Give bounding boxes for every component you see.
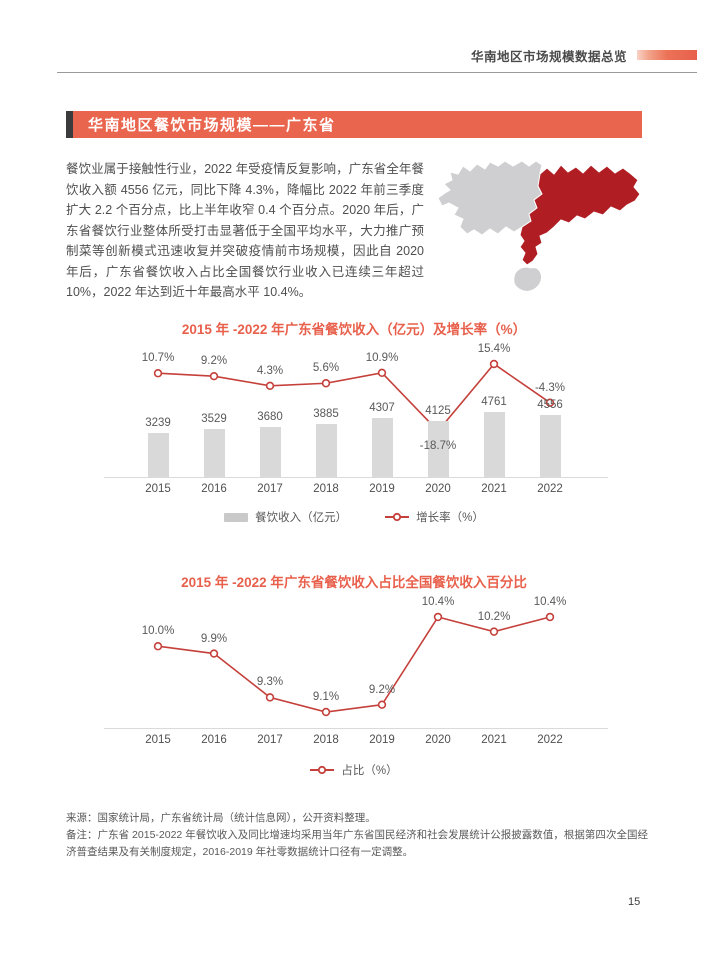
x-tick-2021: 2021 xyxy=(481,483,507,495)
bar-2018 xyxy=(315,423,337,477)
chart1-title: 2015 年 -2022 年广东省餐饮收入（亿元）及增长率（%） xyxy=(181,322,527,337)
section-title: 华南地区餐饮市场规模——广东省 xyxy=(88,117,336,134)
growth-point-label: 9.2% xyxy=(200,355,228,368)
x-tick-2016: 2016 xyxy=(201,483,227,495)
bar-2022 xyxy=(539,414,561,477)
growth-line-marker xyxy=(489,359,499,369)
source-note: 来源：国家统计局，广东省统计局（统计信息网），公开资料整理。 xyxy=(66,812,376,824)
share-line-marker xyxy=(209,649,219,658)
bar-value-label: 4307 xyxy=(369,402,395,415)
growth-point-label: 5.6% xyxy=(312,362,340,375)
growth-line-marker xyxy=(153,369,163,378)
legend-item-growth: 增长率（%） xyxy=(385,509,484,525)
x-tick-2020: 2020 xyxy=(425,734,451,746)
page-number: 15 xyxy=(628,896,641,908)
bar-2019 xyxy=(371,418,393,477)
line-marker-icon xyxy=(310,765,335,775)
section-banner: 华南地区餐饮市场规模——广东省 xyxy=(66,111,642,138)
bar-2021 xyxy=(483,412,505,477)
growth-point-label: 4.3% xyxy=(256,364,284,377)
hainan-shape xyxy=(513,266,542,292)
x-tick-2022: 2022 xyxy=(537,483,563,495)
growth-point-label: -4.3% xyxy=(534,381,566,394)
x-tick-2021: 2021 xyxy=(481,734,507,746)
legend-item-revenue: 餐饮收入（亿元） xyxy=(224,509,347,525)
page-header: 华南地区市场规模数据总览 xyxy=(57,46,697,64)
header-divider xyxy=(57,72,697,73)
chart2-share-line xyxy=(153,612,555,717)
share-point-label: 9.3% xyxy=(256,676,284,689)
chart2-plot-area: 10.0% 9.9% 9.3% 9.1% 9.2% 10.4% 10.2% 10.4% 2015… xyxy=(90,596,610,750)
x-tick-2020: 2020 xyxy=(425,483,451,495)
header-accent-bar xyxy=(637,50,697,60)
x-tick-2017: 2017 xyxy=(257,483,283,495)
x-tick-2018: 2018 xyxy=(313,734,339,746)
share-line-marker xyxy=(377,700,387,709)
line-marker-icon xyxy=(385,512,410,522)
bar-value-label: 4125 xyxy=(425,404,451,417)
growth-point-label: -18.7% xyxy=(419,440,457,452)
x-tick-2022: 2022 xyxy=(537,734,563,746)
growth-point-label: 15.4% xyxy=(477,343,511,355)
bar-value-label: 3680 xyxy=(257,410,283,423)
intro-paragraph: 餐饮业属于接触性行业，2022 年受疫情反复影响，广东省全年餐饮收入额 4556… xyxy=(66,162,424,299)
bar-2016 xyxy=(203,428,225,477)
x-tick-2017: 2017 xyxy=(257,734,283,746)
growth-point-label: 10.9% xyxy=(365,351,399,364)
bar-value-label: 3239 xyxy=(145,416,171,429)
bar-2020 xyxy=(427,420,449,477)
share-line-marker xyxy=(153,642,163,651)
growth-line-marker xyxy=(545,398,555,407)
header-title: 华南地区市场规模数据总览 xyxy=(470,49,627,64)
x-tick-2016: 2016 xyxy=(201,734,227,746)
chart2-x-axis xyxy=(104,728,608,729)
bar-swatch-icon xyxy=(224,512,249,522)
chart1-x-axis xyxy=(104,477,608,478)
x-tick-2019: 2019 xyxy=(369,734,395,746)
chart1-plot-area: 3239 3529 3680 3885 4307 4125 4761 4556 10.7% 9.2… xyxy=(90,343,610,500)
x-tick-2019: 2019 xyxy=(369,483,395,495)
guangdong-shape xyxy=(519,164,641,266)
bar-value-label: 4556 xyxy=(537,398,563,411)
growth-line-marker xyxy=(209,371,219,381)
chart2-legend: 占比（%） xyxy=(66,762,642,778)
south-china-map xyxy=(437,160,641,292)
bar-value-label: 3885 xyxy=(313,407,339,420)
growth-point-label: 10.7% xyxy=(141,352,175,365)
legend-label-share: 占比（%） xyxy=(341,765,398,777)
growth-line-marker xyxy=(377,368,387,378)
chart2-title: 2015 年 -2022 年广东省餐饮收入占比全国餐饮收入百分比 xyxy=(181,575,527,590)
share-point-label: 10.2% xyxy=(477,610,511,623)
bar-value-label: 3529 xyxy=(201,412,227,425)
remark-note: 备注：广东省 2015-2022 年餐饮收入及同比增速均采用当年广东省国民经济和… xyxy=(66,829,648,858)
legend-label-revenue: 餐饮收入（亿元） xyxy=(255,512,348,524)
growth-line-path xyxy=(157,362,551,433)
x-tick-2015: 2015 xyxy=(145,734,171,746)
footer-notes: 来源：国家统计局，广东省统计局（统计信息网），公开资料整理。 备注：广东省 20… xyxy=(66,810,648,861)
share-point-label: 9.9% xyxy=(200,632,228,645)
banner-accent-block xyxy=(66,111,73,138)
share-line-marker xyxy=(489,627,499,636)
x-tick-2018: 2018 xyxy=(313,483,339,495)
chart1-legend: 餐饮收入（亿元） 增长率（%） xyxy=(66,509,642,525)
share-line-marker xyxy=(321,707,331,717)
share-point-label: 10.0% xyxy=(141,625,175,638)
share-line-marker xyxy=(545,612,555,622)
share-line-marker xyxy=(265,693,275,702)
share-line-path xyxy=(157,616,551,713)
bar-value-label: 4761 xyxy=(481,396,507,408)
share-line-marker xyxy=(433,612,443,622)
legend-item-share: 占比（%） xyxy=(310,762,398,778)
legend-label-growth: 增长率（%） xyxy=(416,512,484,524)
share-point-label: 10.4% xyxy=(421,596,455,608)
x-tick-2015: 2015 xyxy=(145,483,171,495)
growth-line-marker xyxy=(321,379,331,388)
share-point-label: 9.2% xyxy=(368,683,396,696)
share-point-label: 9.1% xyxy=(312,691,340,703)
bar-2017 xyxy=(259,426,281,477)
bar-2015 xyxy=(147,432,169,477)
share-point-label: 10.4% xyxy=(533,596,567,608)
growth-line-marker xyxy=(265,381,275,391)
